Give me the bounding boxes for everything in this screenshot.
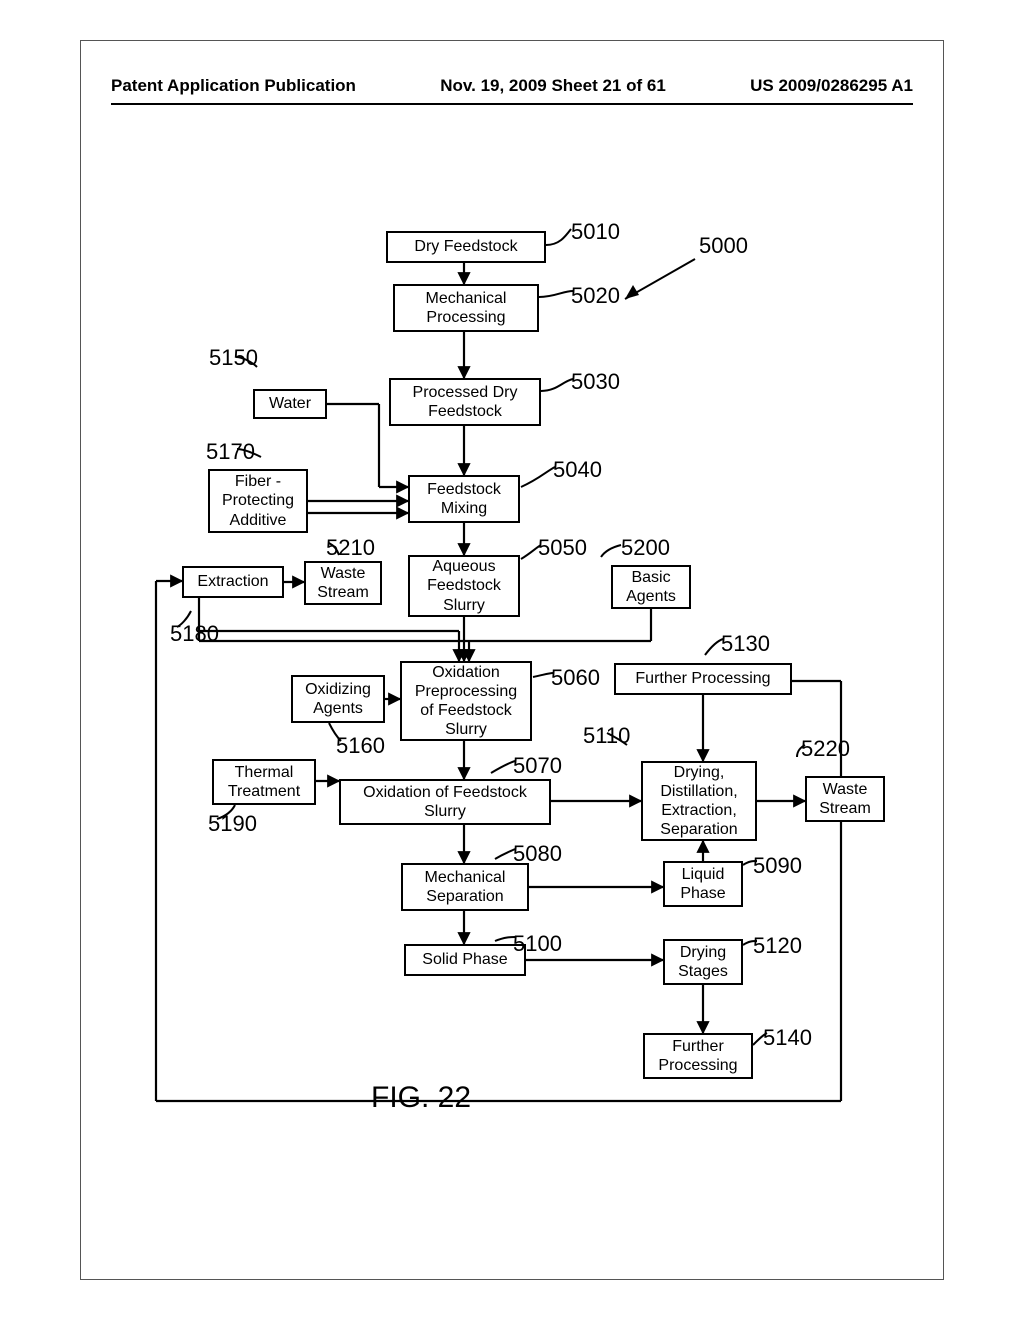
ref-label-5080: 5080 (513, 841, 562, 867)
page-frame: Patent Application Publication Nov. 19, … (80, 40, 944, 1280)
ref-label-5110: 5110 (583, 723, 630, 749)
ref-label-5220: 5220 (801, 736, 850, 762)
node-5040: FeedstockMixing (408, 475, 520, 523)
ref-label-5150: 5150 (209, 345, 258, 371)
ref-label-5030: 5030 (571, 369, 620, 395)
node-5130: Further Processing (614, 663, 792, 695)
node-5030: Processed DryFeedstock (389, 378, 541, 426)
node-5150: Water (253, 389, 327, 419)
ref-label-5090: 5090 (753, 853, 802, 879)
node-5190: ThermalTreatment (212, 759, 316, 805)
ref-label-5130: 5130 (721, 631, 770, 657)
node-5070: Oxidation of FeedstockSlurry (339, 779, 551, 825)
ref-label-5040: 5040 (553, 457, 602, 483)
node-5210: WasteStream (304, 561, 382, 605)
node-5060: OxidationPreprocessingof FeedstockSlurry (400, 661, 532, 741)
diagram-canvas: Dry Feedstock MechanicalProcessing Process… (81, 141, 945, 1241)
ref-label-5050: 5050 (538, 535, 587, 561)
ref-label-5100: 5100 (513, 931, 562, 957)
ref-label-5200: 5200 (621, 535, 670, 561)
node-5080: MechanicalSeparation (401, 863, 529, 911)
node-5050: AqueousFeedstockSlurry (408, 555, 520, 617)
ref-label-5000: 5000 (699, 233, 748, 259)
ref-label-5190: 5190 (208, 811, 257, 837)
ref-label-5020: 5020 (571, 283, 620, 309)
ref-label-5010: 5010 (571, 219, 620, 245)
node-5020: MechanicalProcessing (393, 284, 539, 332)
node-5010: Dry Feedstock (386, 231, 546, 263)
ref-label-5180: 5180 (170, 621, 219, 647)
ref-label-5170: 5170 (206, 439, 255, 465)
ref-label-5140: 5140 (763, 1025, 812, 1051)
header-left: Patent Application Publication (111, 76, 356, 96)
figure-caption: FIG. 22 (371, 1081, 471, 1115)
node-5200: BasicAgents (611, 565, 691, 609)
page-header: Patent Application Publication Nov. 19, … (81, 76, 943, 96)
header-right: US 2009/0286295 A1 (750, 76, 913, 96)
ref-label-5210: 5210 (326, 535, 375, 561)
ref-label-5060: 5060 (551, 665, 600, 691)
node-5180: Extraction (182, 566, 284, 598)
ref-label-5120: 5120 (753, 933, 802, 959)
header-center: Nov. 19, 2009 Sheet 21 of 61 (440, 76, 666, 96)
header-rule (111, 103, 913, 105)
node-5140: FurtherProcessing (643, 1033, 753, 1079)
node-5220: WasteStream (805, 776, 885, 822)
ref-label-5160: 5160 (336, 733, 385, 759)
node-5090: LiquidPhase (663, 861, 743, 907)
ref-label-5070: 5070 (513, 753, 562, 779)
node-5110: Drying,Distillation,Extraction,Separatio… (641, 761, 757, 841)
node-5170: Fiber -ProtectingAdditive (208, 469, 308, 533)
node-5120: DryingStages (663, 939, 743, 985)
node-5160: OxidizingAgents (291, 675, 385, 723)
node-5100: Solid Phase (404, 944, 526, 976)
